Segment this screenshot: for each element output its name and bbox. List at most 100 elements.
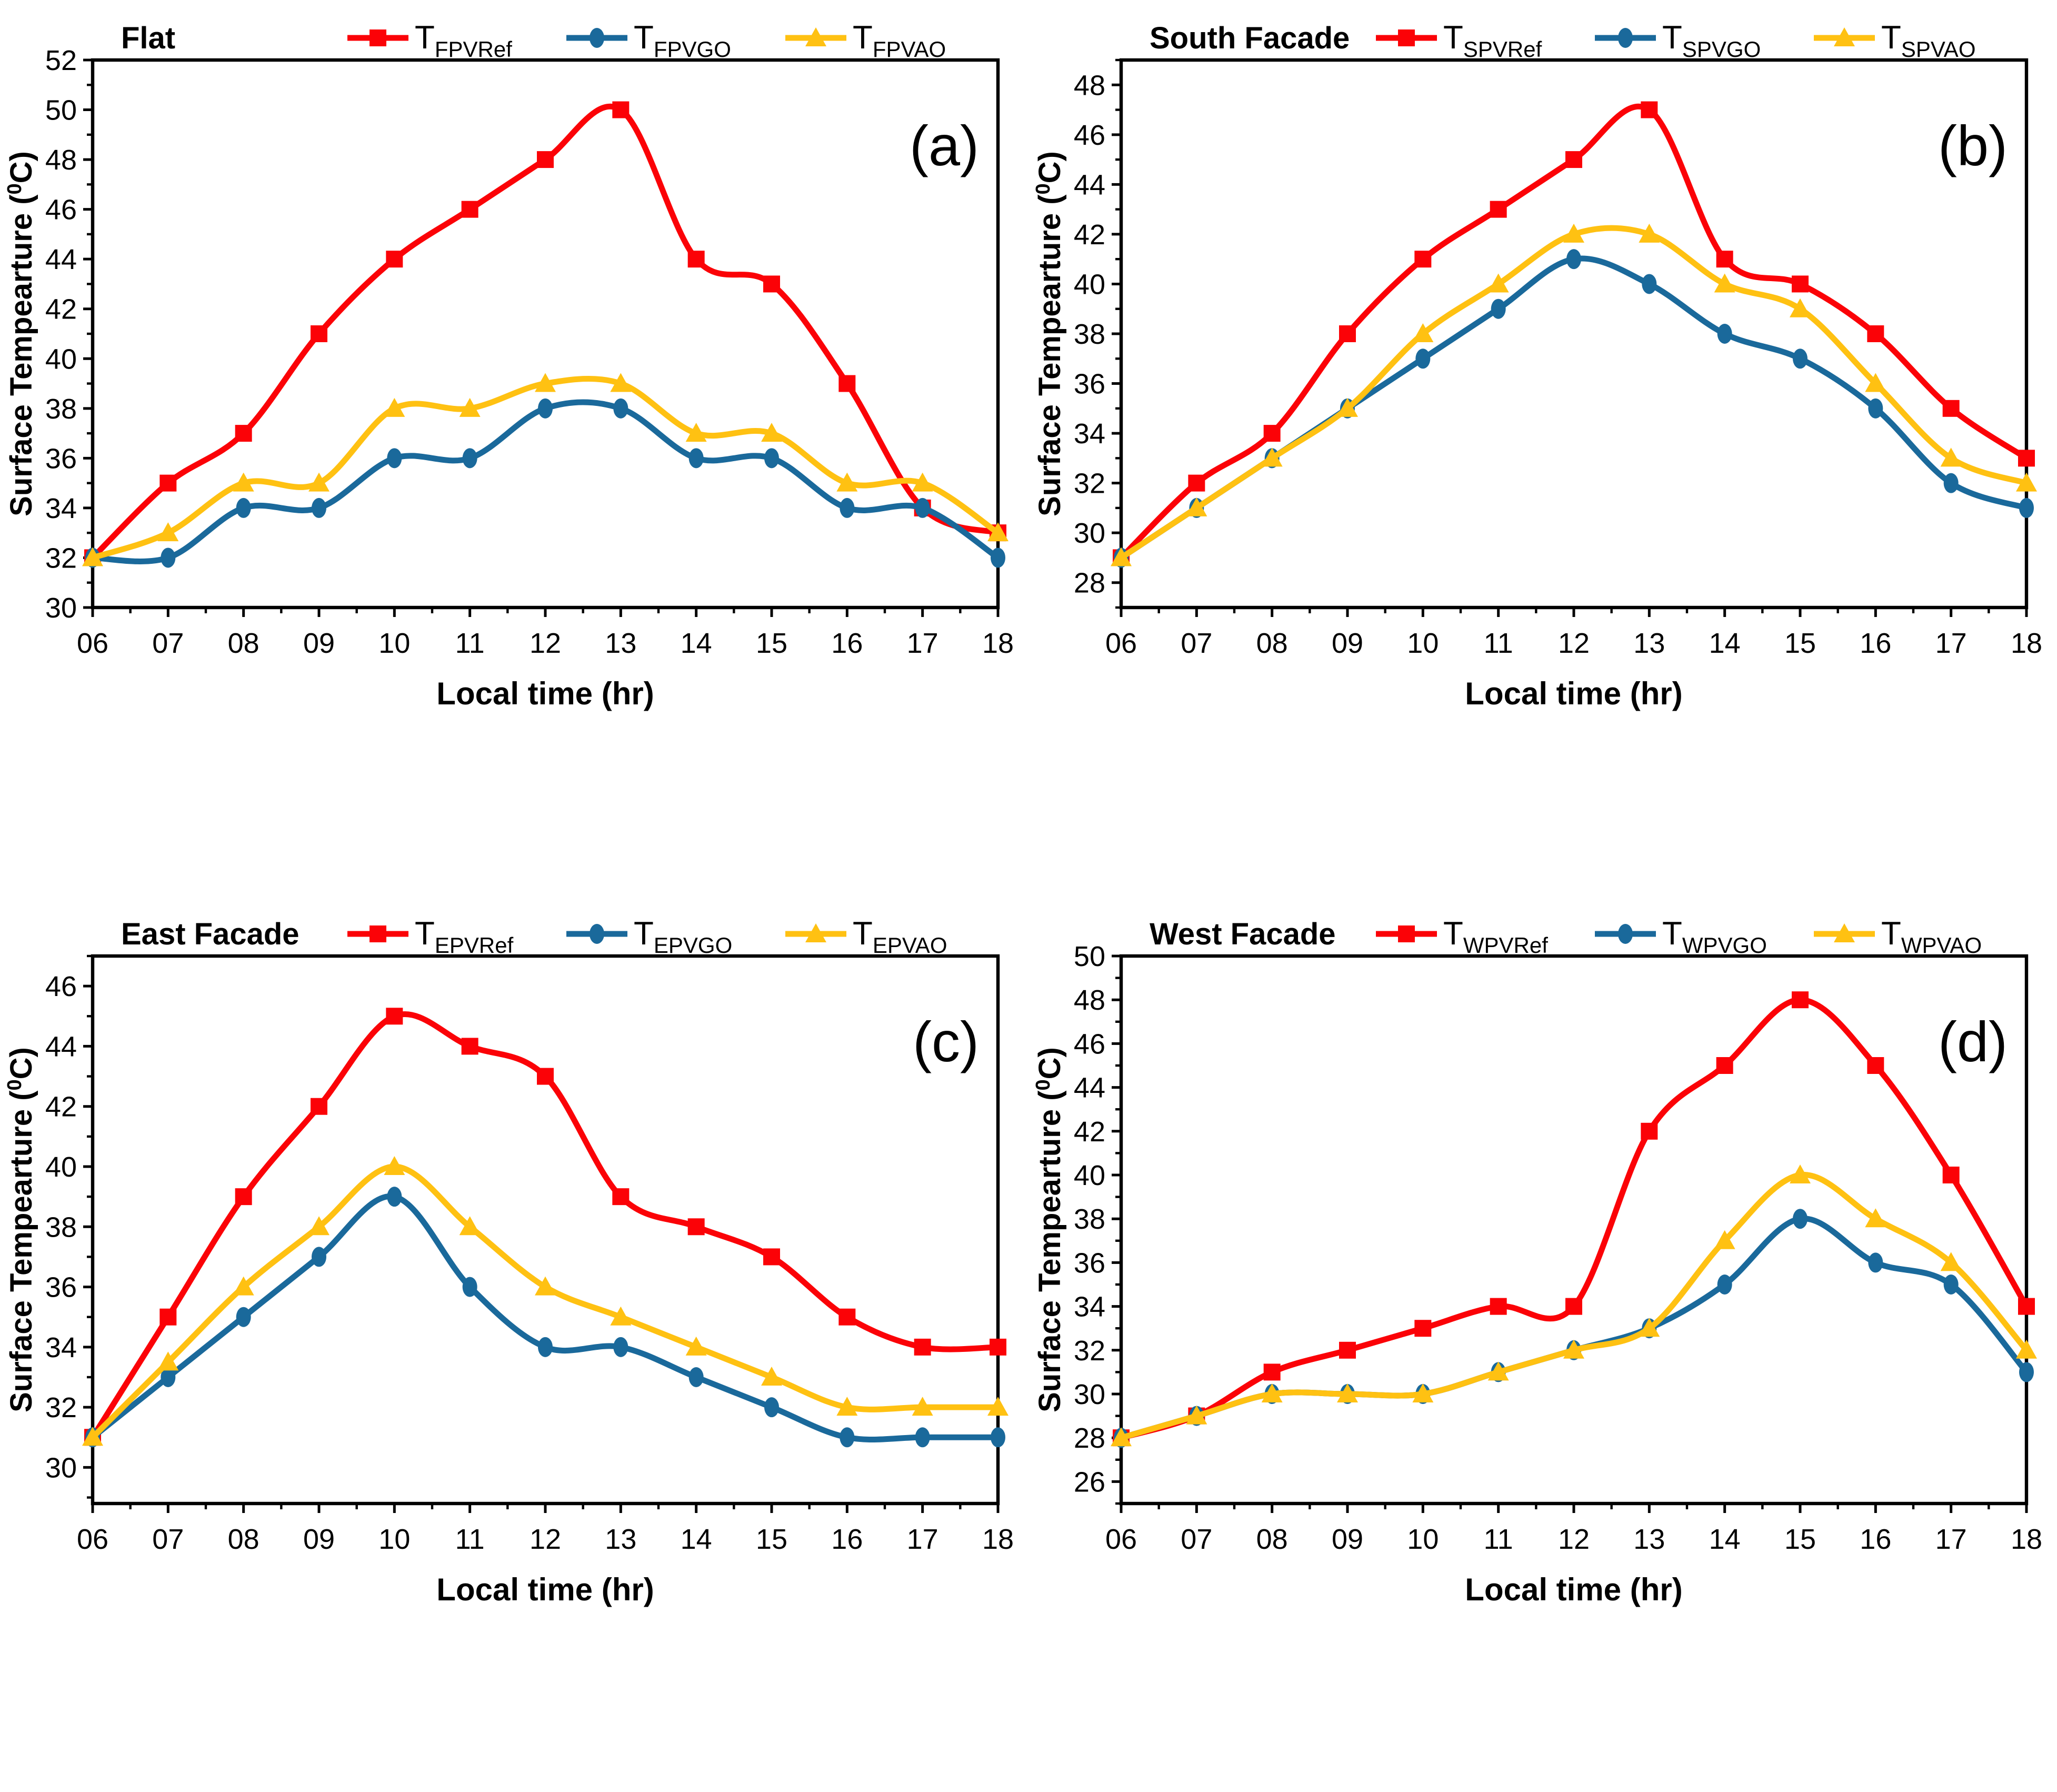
triangle-marker	[1337, 1383, 1358, 1402]
x-tick-label: 08	[1256, 628, 1288, 659]
square-marker	[1942, 1167, 1960, 1183]
x-tick-label: 10	[378, 1524, 410, 1555]
square-marker	[914, 1338, 931, 1356]
x-tick-label: 08	[1256, 1524, 1288, 1555]
legend-item-EPVRef: TEPVRef	[347, 915, 514, 958]
x-tick-label: 15	[1784, 1524, 1816, 1555]
y-tick-label: 32	[45, 1392, 77, 1423]
y-tick-label: 32	[45, 542, 77, 574]
square-marker	[370, 925, 386, 942]
triangle-marker	[1790, 1164, 1811, 1183]
triangle-marker	[1563, 1339, 1584, 1359]
x-axis: 06 07 08 09 10 11 12 13 14 15 16 17 18	[1105, 608, 2042, 659]
series-FPVAO	[82, 373, 1008, 566]
triangle-marker	[805, 27, 826, 46]
square-marker	[235, 1188, 252, 1206]
circle-marker	[1943, 473, 1959, 493]
square-marker	[1490, 201, 1507, 218]
y-axis-title: Surface Tempearture (0C)	[4, 151, 38, 516]
x-tick-label: 09	[303, 1524, 335, 1555]
x-tick-label: 12	[1558, 628, 1590, 659]
legend-item-FPVGO: TFPVGO	[566, 19, 731, 62]
square-marker	[537, 151, 554, 168]
triangle-marker	[384, 397, 405, 417]
triangle-marker	[308, 1216, 329, 1236]
square-marker	[1792, 275, 1809, 293]
square-marker	[1565, 151, 1582, 168]
y-tick-label: 30	[45, 1452, 77, 1484]
circle-marker	[462, 448, 477, 469]
triangle-marker	[1639, 1318, 1660, 1337]
circle-marker	[1717, 324, 1732, 344]
circle-marker	[1943, 1275, 1959, 1295]
y-tick-label: 30	[1074, 517, 1105, 549]
triangle-marker	[610, 373, 632, 392]
square-marker	[612, 101, 630, 118]
y-tick-label: 28	[1074, 568, 1105, 599]
triangle-marker	[384, 1156, 405, 1175]
legend-label: TEPVAO	[853, 915, 947, 958]
y-tick-label: 50	[1074, 941, 1105, 972]
x-tick-label: 17	[1935, 1524, 1967, 1555]
square-marker	[386, 251, 403, 268]
x-tick-label: 16	[1860, 628, 1891, 659]
y-tick-label: 30	[1074, 1379, 1105, 1410]
square-marker	[537, 1068, 554, 1085]
triangle-marker	[82, 1427, 103, 1446]
x-axis: 06 07 08 09 10 11 12 13 14 15 16 17 18	[1105, 1504, 2042, 1555]
square-marker	[1867, 325, 1884, 342]
y-tick-label: 40	[45, 343, 77, 375]
triangle-marker	[1337, 397, 1358, 417]
legend-label: TWPVRef	[1443, 915, 1548, 958]
x-tick-label: 12	[530, 628, 561, 659]
panel-title: East Facade	[121, 917, 299, 951]
x-tick-label: 06	[77, 1524, 108, 1555]
triangle-marker	[1790, 298, 1811, 317]
circle-marker	[161, 547, 176, 568]
y-tick-label: 40	[45, 1151, 77, 1183]
panel-a-chart: Flat TFPVRef TFPVGO TFPVAO 30 32 34 36 38 40 42 44 4…	[0, 0, 1028, 896]
triangle-marker	[1865, 373, 1886, 392]
x-tick-label: 13	[1633, 1524, 1665, 1555]
square-marker	[311, 325, 327, 342]
legend-label: TWPVAO	[1881, 915, 1982, 958]
legend-label: TSPVRef	[1443, 19, 1542, 62]
circle-marker	[387, 448, 402, 469]
x-tick-label: 06	[1105, 628, 1137, 659]
circle-marker	[688, 1367, 704, 1387]
y-tick-label: 36	[1074, 1247, 1105, 1279]
x-tick-label: 12	[1558, 1524, 1590, 1555]
x-tick-label: 07	[1181, 628, 1212, 659]
square-marker	[2018, 450, 2035, 467]
circle-marker	[688, 448, 704, 469]
circle-marker	[2019, 497, 2034, 518]
x-tick-label: 16	[1860, 1524, 1891, 1555]
square-marker	[1414, 251, 1432, 268]
x-axis: 06 07 08 09 10 11 12 13 14 15 16 17 18	[77, 1504, 1014, 1555]
circle-marker	[764, 448, 779, 469]
panel-a: Flat TFPVRef TFPVGO TFPVAO 30 32 34 36 38 40 42 44 4…	[0, 0, 1028, 896]
triangle-marker	[685, 1336, 707, 1356]
triangle-marker	[157, 522, 179, 542]
y-tick-label: 46	[45, 971, 77, 1002]
series-SPVRef	[1113, 101, 2035, 566]
x-tick-label: 16	[831, 1524, 863, 1555]
y-tick-label: 46	[1074, 1028, 1105, 1060]
circle-marker	[764, 1397, 779, 1418]
square-marker	[311, 1098, 327, 1115]
y-tick-label: 46	[45, 194, 77, 226]
y-tick-label: 34	[1074, 1291, 1105, 1323]
legend-item-WPVRef: TWPVRef	[1376, 915, 1548, 958]
y-axis-title: Surface Tempearture (0C)	[1032, 1047, 1067, 1412]
legend-item-SPVRef: TSPVRef	[1376, 19, 1542, 62]
circle-marker	[613, 1337, 628, 1357]
triangle-marker	[2016, 472, 2037, 492]
square-marker	[763, 275, 780, 293]
square-marker	[1263, 425, 1281, 442]
triangle-marker	[1639, 223, 1660, 243]
square-marker	[386, 1008, 403, 1025]
circle-marker	[991, 1427, 1005, 1448]
circle-marker	[312, 1247, 326, 1267]
y-tick-label: 48	[1074, 69, 1105, 101]
